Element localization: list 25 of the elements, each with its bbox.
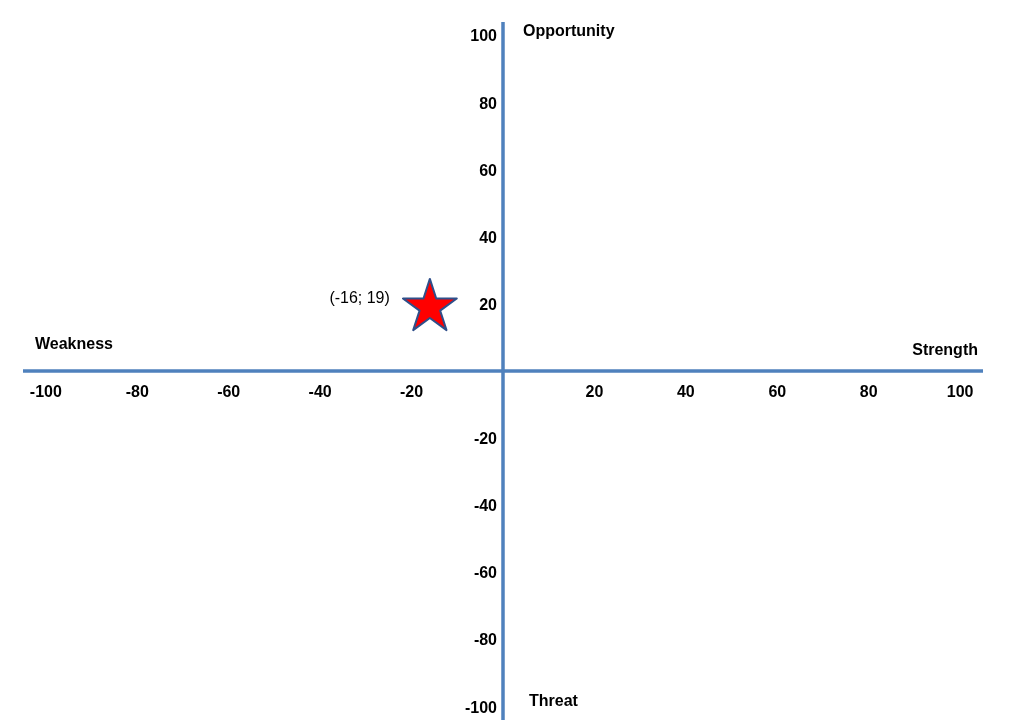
y-tick-label: -20 [473,430,498,448]
x-tick-label: -40 [308,383,332,400]
y-tick-label: 80 [479,94,498,112]
y-tick-label: 100 [470,27,498,45]
x-tick-label: 20 [585,383,604,400]
y-axis-title: Opportunity [523,22,615,39]
x-axis-title: Strength [912,341,978,358]
x-tick-label: -80 [125,383,149,400]
x-tick-label: 80 [859,383,878,400]
y-tick-label: 60 [479,161,498,179]
annotation: Weakness [35,335,114,352]
y-tick-label: 20 [479,295,498,313]
y-tick-label: 40 [479,228,498,246]
y-tick-label: -100 [464,698,498,716]
x-tick-label: 60 [768,383,787,400]
annotation: (-16; 19) [329,289,390,307]
x-tick-label: 40 [676,383,695,400]
y-tick-label: -60 [473,564,498,582]
x-tick-label: -20 [400,383,424,400]
x-tick-label: -60 [217,383,241,400]
annotation: Threat [529,692,579,709]
x-tick-label: -100 [29,383,62,400]
x-tick-label: 100 [946,383,974,400]
y-tick-label: -40 [473,497,498,515]
y-tick-label: -80 [473,631,498,649]
